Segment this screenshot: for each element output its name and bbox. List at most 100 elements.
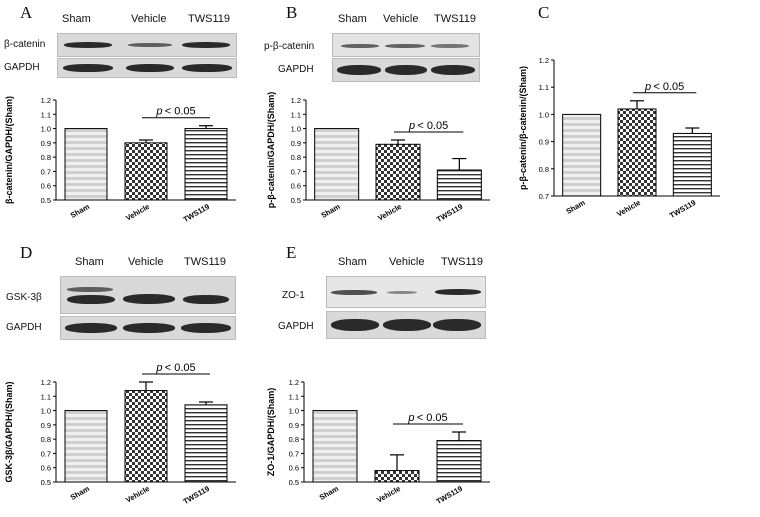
y-tick-label: 0.8 xyxy=(41,153,51,162)
y-tick-label: 1.2 xyxy=(41,378,51,387)
y-tick-label: 1.1 xyxy=(539,83,549,92)
x-tick-label: TWS119 xyxy=(182,484,211,506)
x-tick-label: Vehicle xyxy=(376,202,403,223)
chart-c: 0.7 0.8 0.9 1.0 1.1 1.2 p-β-catenin/β-catenin/… xyxy=(518,56,720,220)
blot-d-header-sham: Sham xyxy=(75,256,104,268)
bar-vehicle xyxy=(124,390,168,483)
bar-tws119 xyxy=(184,128,228,201)
y-tick-label: 0.5 xyxy=(41,478,51,487)
bar-sham xyxy=(314,128,360,201)
blot-b-image-row2 xyxy=(332,58,480,82)
blot-e-row-label-1: ZO-1 xyxy=(282,290,305,301)
bar-sham xyxy=(64,410,108,483)
blot-d-row-label-1: GSK-3β xyxy=(6,292,42,303)
blot-b-header-vehicle: Vehicle xyxy=(383,13,419,25)
y-axis-label: β-catenin/GAPDH/(Sham) xyxy=(4,96,14,204)
bar-tws119 xyxy=(436,169,482,201)
panel-letter-c: C xyxy=(538,3,550,22)
x-tick-label: TWS119 xyxy=(435,202,464,224)
blot-b-row-label-1: p-β-catenin xyxy=(264,41,315,52)
chart-b: 0.5 0.6 0.7 0.8 0.9 1.0 1.1 1.2 p-β-catenin/GAPD… xyxy=(266,92,490,224)
y-tick-label: 0.9 xyxy=(41,139,51,148)
bar-vehicle xyxy=(374,470,420,483)
bar-tws119 xyxy=(184,404,228,483)
blot-b-header-sham: Sham xyxy=(338,13,367,25)
y-axis-label: ZO-1/GAPDH/(Sham) xyxy=(266,388,276,477)
x-tick-label: TWS119 xyxy=(668,198,697,220)
y-tick-label: 0.8 xyxy=(41,435,51,444)
y-tick-label: 0.6 xyxy=(289,464,299,473)
blot-b-header-tws119: TWS119 xyxy=(434,13,476,25)
y-tick-label: 1.2 xyxy=(291,96,301,105)
significance-label: p < 0.05 xyxy=(155,106,195,118)
blot-b-row-label-2: GAPDH xyxy=(278,64,314,75)
bar-vehicle xyxy=(617,108,657,197)
y-tick-label: 0.7 xyxy=(289,449,299,458)
x-tick-label: Vehicle xyxy=(124,202,151,223)
y-tick-label: 0.8 xyxy=(291,153,301,162)
blot-a-row-label-2: GAPDH xyxy=(4,62,40,73)
y-tick-label: 1.0 xyxy=(41,125,51,134)
bar-sham xyxy=(64,128,108,201)
y-tick-label: 1.1 xyxy=(41,110,51,119)
y-tick-label: 0.8 xyxy=(289,435,299,444)
blot-e-row-label-2: GAPDH xyxy=(278,321,314,332)
x-tick-label: Sham xyxy=(564,198,586,216)
y-tick-label: 1.2 xyxy=(41,96,51,105)
blot-d-header-tws119: TWS119 xyxy=(184,256,226,268)
panel-letter-e: E xyxy=(286,243,297,262)
blot-e-image-row2 xyxy=(326,311,486,339)
y-tick-label: 1.2 xyxy=(539,56,549,65)
y-tick-label: 1.1 xyxy=(289,392,299,401)
y-tick-label: 0.8 xyxy=(539,165,549,174)
x-tick-label: Sham xyxy=(318,484,340,502)
y-tick-label: 1.1 xyxy=(291,110,301,119)
y-tick-label: 0.9 xyxy=(539,138,549,147)
y-tick-label: 0.6 xyxy=(291,182,301,191)
blot-a-header-tws119: TWS119 xyxy=(188,13,230,25)
y-tick-label: 0.5 xyxy=(41,196,51,205)
chart-e: 0.5 0.6 0.7 0.8 0.9 1.0 1.1 1.2 ZO-1/GAPDH/(Sham… xyxy=(266,378,490,506)
bar-vehicle xyxy=(375,143,421,201)
x-tick-label: Vehicle xyxy=(124,484,151,505)
x-tick-label: Sham xyxy=(69,202,91,220)
y-tick-label: 1.0 xyxy=(291,125,301,134)
x-tick-label: Vehicle xyxy=(375,484,402,505)
y-tick-label: 0.9 xyxy=(291,139,301,148)
y-tick-label: 0.6 xyxy=(41,464,51,473)
blot-e-header-tws119: TWS119 xyxy=(441,256,483,268)
y-axis-label: GSK-3β/GAPDH/(Sham) xyxy=(4,381,14,482)
y-tick-label: 1.2 xyxy=(289,378,299,387)
blot-d-row-label-2: GAPDH xyxy=(6,322,42,333)
chart-a: 0.5 0.6 0.7 0.8 0.9 1.0 1.1 1.2 β-catenin/GAPDH/… xyxy=(4,96,236,224)
y-tick-label: 0.5 xyxy=(291,196,301,205)
chart-d: 0.5 0.6 0.7 0.8 0.9 1.0 1.1 1.2 GSK-3β/GAPDH/(Sh… xyxy=(4,362,236,506)
bar-tws119 xyxy=(436,440,482,483)
blot-a-header-vehicle: Vehicle xyxy=(131,13,167,25)
x-tick-label: Sham xyxy=(69,484,91,502)
blot-d-image-row2 xyxy=(60,316,236,340)
blot-e-header-sham: Sham xyxy=(338,256,367,268)
significance-label: p < 0.05 xyxy=(407,412,447,424)
panel-letter-a: A xyxy=(20,3,33,22)
y-axis-label: p-β-catenin/β-catenin/(Sham) xyxy=(518,66,528,190)
y-tick-label: 0.7 xyxy=(41,449,51,458)
x-tick-label: TWS119 xyxy=(435,484,464,506)
x-tick-label: TWS119 xyxy=(182,202,211,224)
bar-tws119 xyxy=(672,132,712,197)
y-tick-label: 0.9 xyxy=(289,421,299,430)
blot-b-image-row1 xyxy=(332,33,480,57)
y-tick-label: 1.0 xyxy=(289,407,299,416)
y-tick-label: 0.5 xyxy=(289,478,299,487)
y-tick-label: 0.9 xyxy=(41,421,51,430)
bar-sham xyxy=(562,113,602,197)
blot-a-header-sham: Sham xyxy=(62,13,91,25)
panel-letter-d: D xyxy=(20,243,33,262)
y-tick-label: 1.0 xyxy=(41,407,51,416)
blot-e-header-vehicle: Vehicle xyxy=(389,256,425,268)
y-tick-label: 0.7 xyxy=(539,192,549,201)
y-tick-label: 0.6 xyxy=(41,182,51,191)
blot-a-row-label-1: β-catenin xyxy=(4,39,46,50)
panel-letter-b: B xyxy=(286,3,298,22)
y-tick-label: 0.7 xyxy=(41,167,51,176)
